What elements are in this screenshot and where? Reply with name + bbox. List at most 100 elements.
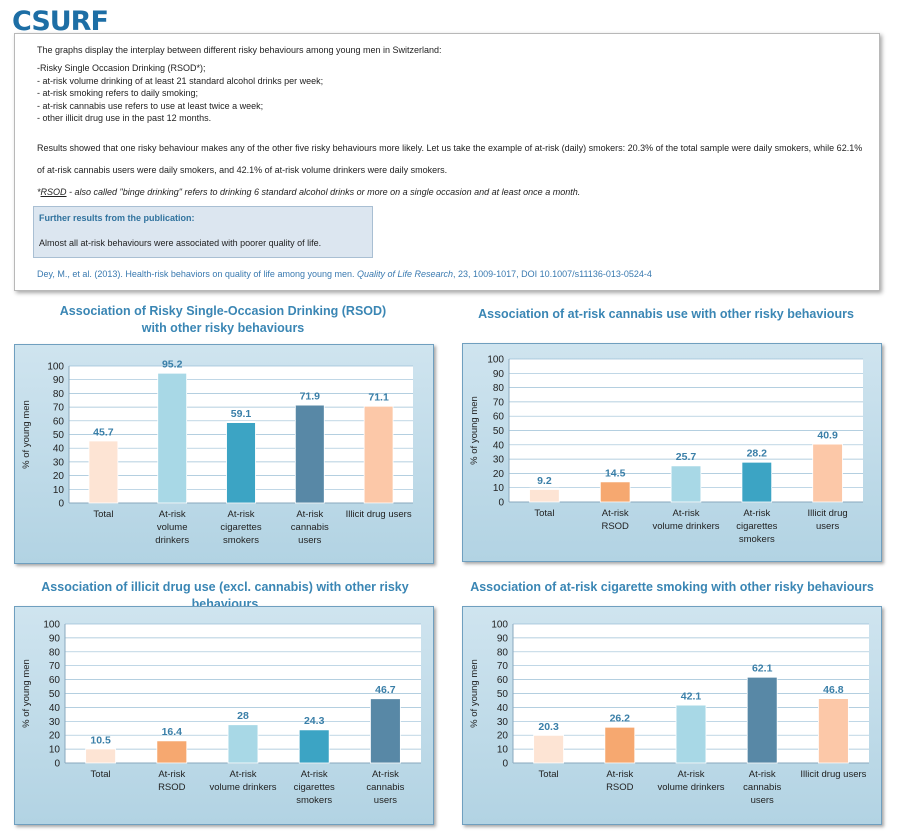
y-tick-label: 50: [49, 689, 61, 700]
y-tick-label: 0: [58, 499, 64, 510]
x-tick-label: cannabis: [291, 522, 329, 533]
x-tick-label: At-risk: [158, 769, 185, 780]
data-label: 16.4: [162, 726, 183, 738]
x-tick-label: volume drinkers: [209, 782, 276, 793]
intro-text: The graphs display the interplay between…: [37, 45, 442, 55]
chart-rsod: 0 10 20 30 40 50 60 70 80 90 100 % of young men 45.7…: [21, 359, 413, 546]
bar: [675, 704, 707, 764]
y-axis-label: % of young men: [469, 396, 480, 465]
x-tick-label: At-risk: [602, 508, 629, 519]
chart-title-line: Association of Risky Single-Occasion Dri…: [59, 304, 387, 318]
results-text: Results showed that one risky behaviour …: [37, 143, 863, 175]
logo: CSURF: [12, 6, 109, 37]
data-label: 59.1: [231, 408, 252, 420]
chart-title-rsod: Association of Risky Single-Occasion Dri…: [28, 303, 418, 337]
footnote-marker: *: [37, 187, 41, 197]
y-tick-label: 40: [49, 703, 61, 714]
y-tick-label: 70: [497, 661, 509, 672]
data-label: 40.9: [817, 430, 838, 442]
y-tick-label: 80: [49, 647, 61, 658]
y-tick-label: 50: [53, 430, 65, 441]
x-tick-label: RSOD: [606, 782, 634, 793]
x-tick-label: At-risk: [673, 508, 700, 519]
y-tick-label: 40: [493, 440, 505, 451]
x-tick-label: At-risk: [372, 769, 399, 780]
x-tick-label: At-risk: [606, 769, 633, 780]
chart-title-smoking: Association of at-risk cigarette smoking…: [466, 579, 878, 596]
bar: [294, 404, 325, 504]
chart-panel-cannabis: 0 10 20 30 40 50 60 70 80 90 100 % of young men 9.2 T…: [462, 343, 882, 562]
data-label: 71.1: [368, 392, 389, 404]
citation-journal: Quality of Life Research: [357, 269, 454, 279]
x-tick-label: RSOD: [601, 521, 629, 532]
x-tick-label: RSOD: [158, 782, 186, 793]
x-tick-label: At-risk: [743, 508, 770, 519]
data-label: 42.1: [681, 690, 702, 702]
y-tick-label: 30: [49, 717, 61, 728]
data-label: 9.2: [537, 475, 552, 487]
x-tick-label: Total: [91, 769, 111, 780]
data-label: 28: [237, 710, 249, 722]
y-tick-label: 0: [502, 759, 508, 770]
y-tick-label: 100: [487, 355, 504, 366]
bar: [599, 480, 631, 503]
y-tick-label: 70: [493, 397, 505, 408]
y-axis-label: % of young men: [21, 400, 32, 469]
x-tick-label: cannabis: [366, 782, 404, 793]
bar: [226, 421, 256, 504]
y-tick-label: 70: [49, 661, 61, 672]
bar: [812, 443, 843, 503]
x-tick-label: cannabis: [743, 782, 781, 793]
x-tick-label: volume: [157, 522, 188, 533]
x-tick-label: cigarettes: [294, 782, 335, 793]
y-tick-label: 60: [49, 675, 61, 686]
y-tick-label: 10: [49, 745, 61, 756]
chart-cannabis: 0 10 20 30 40 50 60 70 80 90 100 % of young men 9.2 T…: [469, 355, 863, 545]
further-results-text: Almost all at-risk behaviours were assoc…: [39, 238, 322, 248]
bar: [363, 405, 394, 504]
x-tick-label: smokers: [739, 534, 775, 545]
x-tick-label: Total: [534, 508, 554, 519]
y-tick-label: 60: [53, 416, 65, 427]
y-tick-label: 50: [497, 689, 509, 700]
bar: [88, 439, 119, 504]
y-tick-label: 20: [49, 731, 61, 742]
x-tick-label: volume drinkers: [657, 782, 724, 793]
y-tick-label: 100: [491, 620, 508, 631]
x-tick-label: At-risk: [749, 769, 776, 780]
y-tick-label: 30: [493, 455, 505, 466]
chart-title-line: with other risky behaviours: [141, 321, 305, 335]
x-tick-label: Total: [539, 769, 559, 780]
chart-title-cannabis: Association of at-risk cannabis use with…: [466, 306, 866, 323]
behaviour-list: -Risky Single Occasion Drinking (RSOD*);…: [37, 62, 323, 125]
x-tick-label: cigarettes: [220, 522, 261, 533]
y-tick-label: 90: [497, 633, 509, 644]
x-tick-label: Illicit drug: [808, 508, 848, 519]
footnote-text: - also called "binge drinking" refers to…: [66, 187, 581, 197]
data-label: 71.9: [300, 390, 321, 402]
chart-illicit: 0 10 20 30 40 50 60 70 80 90 100 % of young men 10.5…: [21, 620, 421, 806]
y-tick-label: 90: [493, 369, 505, 380]
y-tick-label: 30: [497, 717, 509, 728]
x-tick-label: users: [298, 535, 321, 546]
chart-smoking: 0 10 20 30 40 50 60 70 80 90 100 % of young men 20.3…: [469, 620, 869, 806]
chart-panel-rsod: 0 10 20 30 40 50 60 70 80 90 100 % of young men 45.7…: [14, 344, 434, 564]
chart-panel-illicit: 0 10 20 30 40 50 60 70 80 90 100 % of young men 10.5…: [14, 606, 434, 825]
y-tick-label: 90: [49, 633, 61, 644]
citation-details: , 23, 1009-1017, DOI 10.1007/s11136-013-…: [453, 269, 652, 279]
y-tick-label: 100: [47, 362, 64, 373]
y-tick-label: 60: [497, 675, 509, 686]
y-tick-label: 20: [53, 471, 65, 482]
bar: [533, 734, 564, 764]
x-tick-label: smokers: [296, 795, 332, 806]
bar: [746, 676, 778, 764]
x-tick-label: Illicit drug users: [800, 769, 866, 780]
chart-panel-smoking: 0 10 20 30 40 50 60 70 80 90 100 % of young men 20.3…: [462, 606, 882, 825]
y-tick-label: 80: [493, 383, 505, 394]
bar: [85, 748, 116, 764]
y-tick-label: 20: [493, 469, 505, 480]
list-item: - at-risk smoking refers to daily smokin…: [37, 88, 199, 98]
bar: [227, 723, 259, 764]
y-tick-label: 20: [497, 731, 509, 742]
bar: [529, 488, 560, 503]
